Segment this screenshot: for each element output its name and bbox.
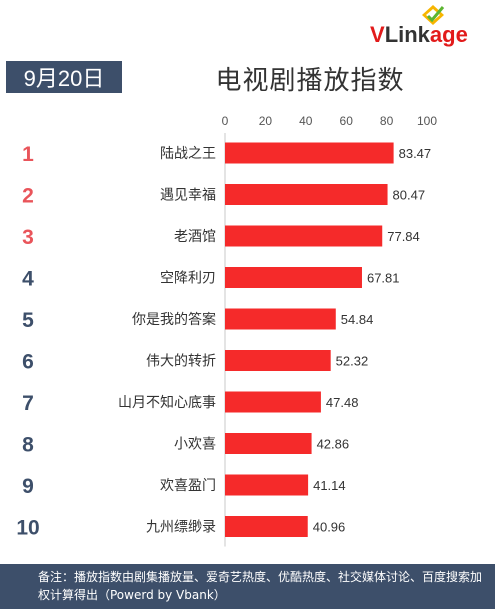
rank-number: 3	[22, 226, 34, 249]
x-tick-label: 20	[259, 114, 273, 128]
category-label: 陆战之王	[160, 146, 216, 162]
category-label: 你是我的答案	[132, 311, 216, 328]
category-label: 空降利刃	[160, 271, 216, 287]
x-tick-label: 40	[299, 114, 313, 128]
rank-number: 1	[22, 143, 34, 166]
rank-number: 9	[22, 475, 34, 498]
x-tick-label: 80	[380, 114, 394, 128]
bar	[225, 308, 336, 330]
rank-number: 10	[16, 517, 39, 540]
value-label: 83.47	[399, 146, 432, 161]
category-label: 九州缥缈录	[146, 520, 216, 536]
bar	[225, 184, 388, 205]
logo-prefix: V	[370, 22, 385, 47]
bar	[225, 350, 331, 371]
bar	[225, 391, 321, 413]
value-label: 42.86	[317, 437, 350, 452]
category-label: 伟大的转折	[146, 354, 216, 370]
value-label: 77.84	[387, 229, 420, 244]
rank-number: 8	[22, 434, 34, 457]
footer-note: 备注：播放指数由剧集播放量、爱奇艺热度、优酷热度、社交媒体讨论、百度搜索加权计算…	[0, 564, 495, 609]
bar	[225, 142, 394, 164]
category-label: 山月不知心底事	[118, 394, 216, 411]
rank-number: 4	[22, 268, 34, 291]
value-label: 52.32	[336, 354, 369, 369]
logo-suffix: age	[429, 22, 468, 47]
bar	[225, 267, 362, 288]
rank-number: 2	[22, 185, 34, 208]
logo-middle: Link	[384, 22, 430, 47]
category-label: 老酒馆	[174, 229, 216, 245]
value-label: 67.81	[367, 271, 400, 286]
x-tick-label: 100	[417, 114, 437, 128]
value-label: 54.84	[341, 312, 374, 327]
bar	[225, 225, 383, 247]
bar	[225, 433, 312, 454]
rank-number: 5	[22, 309, 34, 332]
value-label: 41.14	[313, 478, 346, 493]
vlinkage-logo: VLinkage	[370, 4, 488, 50]
category-label: 遇见幸福	[160, 188, 216, 204]
bar	[225, 516, 308, 537]
chart-title: 电视剧播放指数	[215, 66, 405, 96]
logo-text: VLinkage	[370, 22, 468, 48]
value-label: 40.96	[313, 520, 346, 535]
value-label: 47.48	[326, 395, 359, 410]
date-badge: 9月20日	[6, 61, 122, 93]
x-tick-label: 0	[222, 114, 229, 128]
value-label: 80.47	[393, 188, 426, 203]
x-tick-label: 60	[340, 114, 354, 128]
bar	[225, 474, 309, 496]
category-label: 小欢喜	[174, 437, 216, 453]
category-label: 欢喜盈门	[160, 478, 216, 494]
bar-chart: 0 20 40 60 80 100 1 陆战之王 83.47 2 遇见幸福 80.47 3 老酒馆 77.8…	[16, 114, 437, 547]
rank-number: 7	[22, 392, 34, 415]
rank-number: 6	[22, 351, 34, 374]
logo-mark-icon	[422, 5, 445, 25]
